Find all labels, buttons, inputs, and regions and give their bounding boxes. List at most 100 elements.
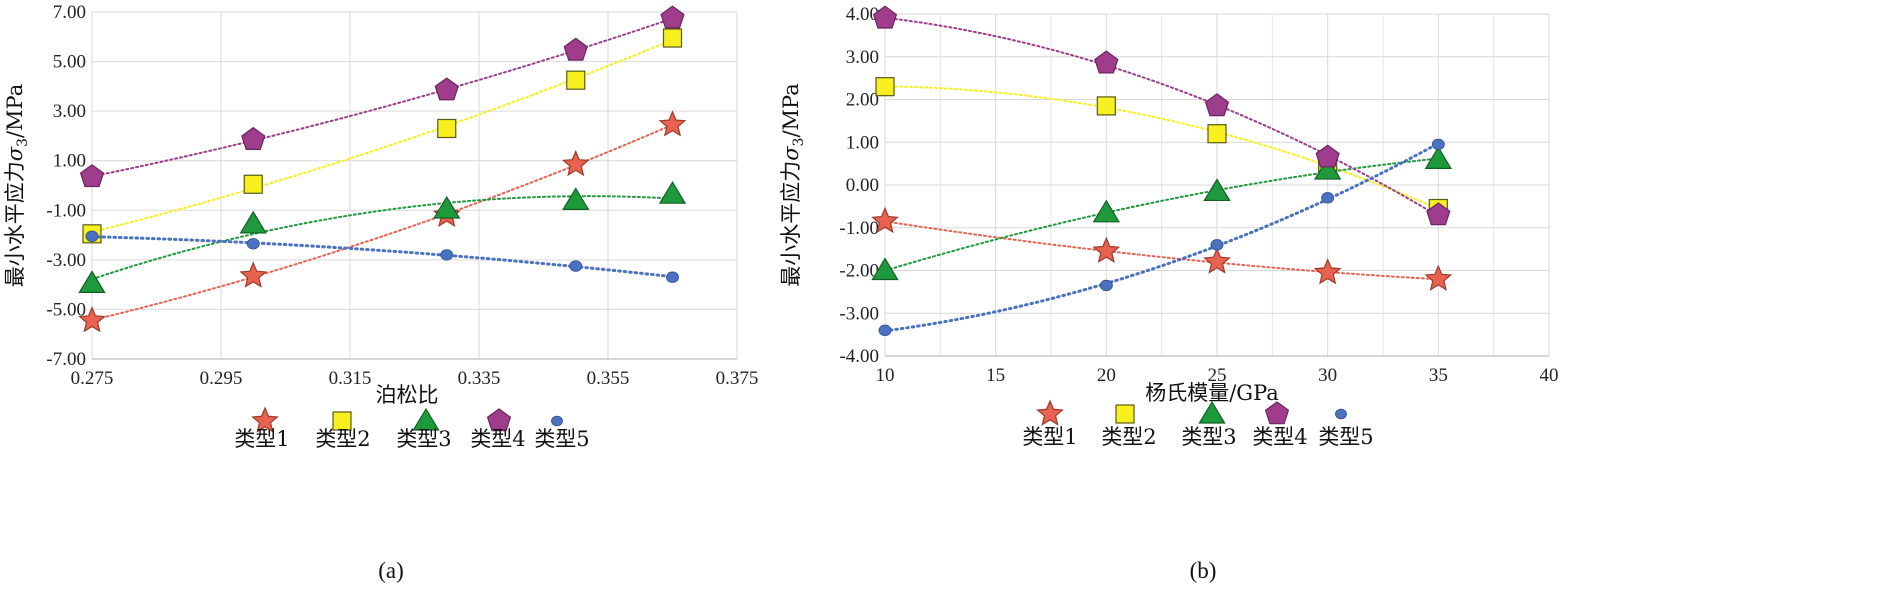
data-point [1210,239,1224,251]
data-point [871,206,899,234]
legend: 类型1 类型2 类型3 类型4 类型5 [234,406,590,451]
legend-marker [1264,401,1290,425]
data-point [243,174,263,194]
legend-marker [1198,400,1226,424]
data-point [1092,236,1121,264]
data-point [1424,264,1453,291]
data-point [1096,96,1116,116]
data-point [1431,138,1445,151]
x-tick-label: 0.275 [71,368,114,389]
legend-marker [332,411,352,431]
data-point [1313,258,1342,285]
data-point [1315,144,1340,168]
y-tick-label: -7.00 [46,349,86,370]
data-point [563,37,588,61]
legend-marker [251,406,279,433]
y-tick-label: 3.00 [53,101,86,122]
trend-line [884,157,1440,272]
y-tick-label: 0.00 [846,175,879,196]
x-axis-title: 泊松比 [376,383,439,407]
y-tick-label: -3.00 [46,250,86,271]
x-tick-label: 10 [876,365,895,386]
trend-line [91,38,674,234]
gridlines [91,11,738,360]
trend-line [884,85,1440,210]
x-tick-label: 15 [986,365,1005,386]
data-point [78,270,106,294]
x-tick-label: 0.315 [329,368,372,389]
legend-marker [1335,408,1347,420]
data-point [440,249,454,261]
data-point [566,70,586,90]
data-point [875,77,895,97]
series-5 [85,230,679,283]
data-point [1203,178,1231,202]
data-point [78,306,106,333]
data-point [1424,146,1452,169]
data-point [569,260,583,272]
data-point [85,230,99,242]
data-point [1426,202,1451,226]
x-tick-label: 0.375 [716,368,759,389]
legend-marker [551,415,563,427]
data-point [878,324,892,337]
panel-label: (a) [378,558,404,583]
trend-line [90,235,674,279]
data-point [241,126,266,150]
y-tick-label: -1.00 [839,218,879,239]
data-point [79,164,105,188]
data-point [1099,279,1113,292]
y-tick-label: -1.00 [46,200,86,221]
trend-line [91,123,674,322]
data-point [437,118,457,139]
data-point [666,271,679,283]
data-point [1321,192,1335,204]
series-1 [78,110,687,333]
y-tick-label: -5.00 [46,299,86,320]
y-axis-title: 最小水平应力σ3/MPa [3,84,31,288]
trend-line [884,220,1440,281]
legend-label: 类型4 [1252,425,1307,449]
data-point [872,5,898,29]
series-4 [79,5,685,188]
legend-marker [1036,399,1064,426]
data-point [1204,93,1230,117]
legend-label: 类型1 [234,427,289,451]
data-point [1094,50,1119,74]
panel-a: 7.00 5.00 3.00 1.00 -1.00 -3.00 -5.00 -7.000.27… [3,2,758,583]
trend-line [91,17,674,178]
data-point [1207,124,1227,144]
y-tick-label: -3.00 [839,303,879,324]
legend-label: 类型4 [470,427,525,451]
series-5 [878,138,1445,337]
data-point [239,261,268,288]
x-tick-label: 30 [1318,365,1337,386]
y-tick-label: -4.00 [839,346,879,367]
trend-line [884,16,1440,218]
data-point [871,257,899,281]
legend-label: 类型2 [1101,425,1156,449]
data-point [239,210,267,234]
data-point [662,28,683,48]
x-tick-label: 20 [1097,365,1116,386]
y-tick-label: 1.00 [846,132,879,153]
legend-label: 类型2 [315,427,370,451]
panel-b: 4.00 3.00 2.00 1.00 0.00 -1.00 -2.00 -3.00 -4.00… [779,4,1559,583]
x-tick-label: 0.295 [200,368,243,389]
legend-marker [412,407,440,431]
data-point [246,238,260,250]
y-tick-label: 4.00 [846,4,879,25]
data-point [433,195,461,219]
trend-line [883,141,1440,333]
series-3 [78,181,687,294]
series-1 [871,206,1453,291]
y-tick-label: 1.00 [53,151,86,172]
legend-label: 类型5 [534,427,589,451]
x-tick-label: 35 [1429,365,1448,386]
legend-label: 类型1 [1022,425,1077,449]
data-point [1314,156,1342,180]
x-tick-label: 0.355 [587,368,630,389]
panel-label: (b) [1190,558,1217,583]
x-tick-label: 25 [1208,365,1227,386]
